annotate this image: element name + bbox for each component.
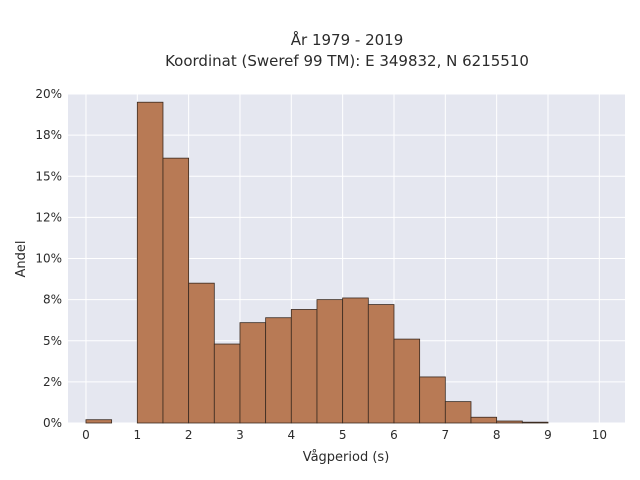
histogram-bar xyxy=(470,416,498,424)
y-tick-label: 8% xyxy=(43,293,62,307)
x-axis-label: Vågperiod (s) xyxy=(303,450,390,465)
y-tick-label: 5% xyxy=(43,334,62,348)
chart-title-line-1: År 1979 - 2019 xyxy=(291,30,404,49)
x-tick-label: 5 xyxy=(339,428,347,442)
x-tick-label: 1 xyxy=(133,428,141,442)
histogram-bar xyxy=(342,297,369,424)
y-tick-label: 18% xyxy=(35,128,62,142)
histogram-bar xyxy=(85,419,113,424)
x-tick-label: 2 xyxy=(185,428,193,442)
histogram-bar xyxy=(188,282,215,424)
x-tick-label: 10 xyxy=(592,428,607,442)
histogram-bar xyxy=(239,322,267,424)
y-tick-label: 12% xyxy=(35,210,62,224)
x-tick-label: 4 xyxy=(287,428,295,442)
histogram-bar xyxy=(444,401,472,424)
histogram-bar xyxy=(213,343,241,424)
y-axis-ticks: 0% 2% 5% 8% 10% 12% 15% 18% 20% xyxy=(35,87,62,430)
bar-group xyxy=(85,101,549,424)
histogram-bar xyxy=(265,317,292,424)
x-axis-ticks: 0 1 2 3 4 5 6 7 8 9 10 xyxy=(82,428,607,442)
x-tick-label: 3 xyxy=(236,428,244,442)
y-tick-label: 15% xyxy=(35,169,62,183)
x-tick-label: 8 xyxy=(493,428,501,442)
y-tick-label: 0% xyxy=(43,416,62,430)
x-tick-label: 7 xyxy=(442,428,450,442)
histogram-bar xyxy=(367,304,395,424)
x-tick-label: 6 xyxy=(390,428,398,442)
histogram-bar xyxy=(521,421,549,424)
y-axis-label: Andel xyxy=(14,241,29,278)
y-tick-label: 20% xyxy=(35,87,62,101)
histogram-bar xyxy=(290,309,318,424)
x-tick-label: 0 xyxy=(82,428,90,442)
histogram-bar xyxy=(136,101,164,424)
histogram-bar xyxy=(496,420,523,424)
y-tick-label: 10% xyxy=(35,252,62,266)
histogram-bar xyxy=(162,157,190,424)
histogram-bar xyxy=(419,376,446,424)
chart-title-line-2: Koordinat (Sweref 99 TM): E 349832, N 62… xyxy=(165,52,529,70)
histogram-bar xyxy=(393,338,421,424)
y-tick-label: 2% xyxy=(43,375,62,389)
x-tick-label: 9 xyxy=(544,428,552,442)
histogram-bar xyxy=(316,299,344,424)
